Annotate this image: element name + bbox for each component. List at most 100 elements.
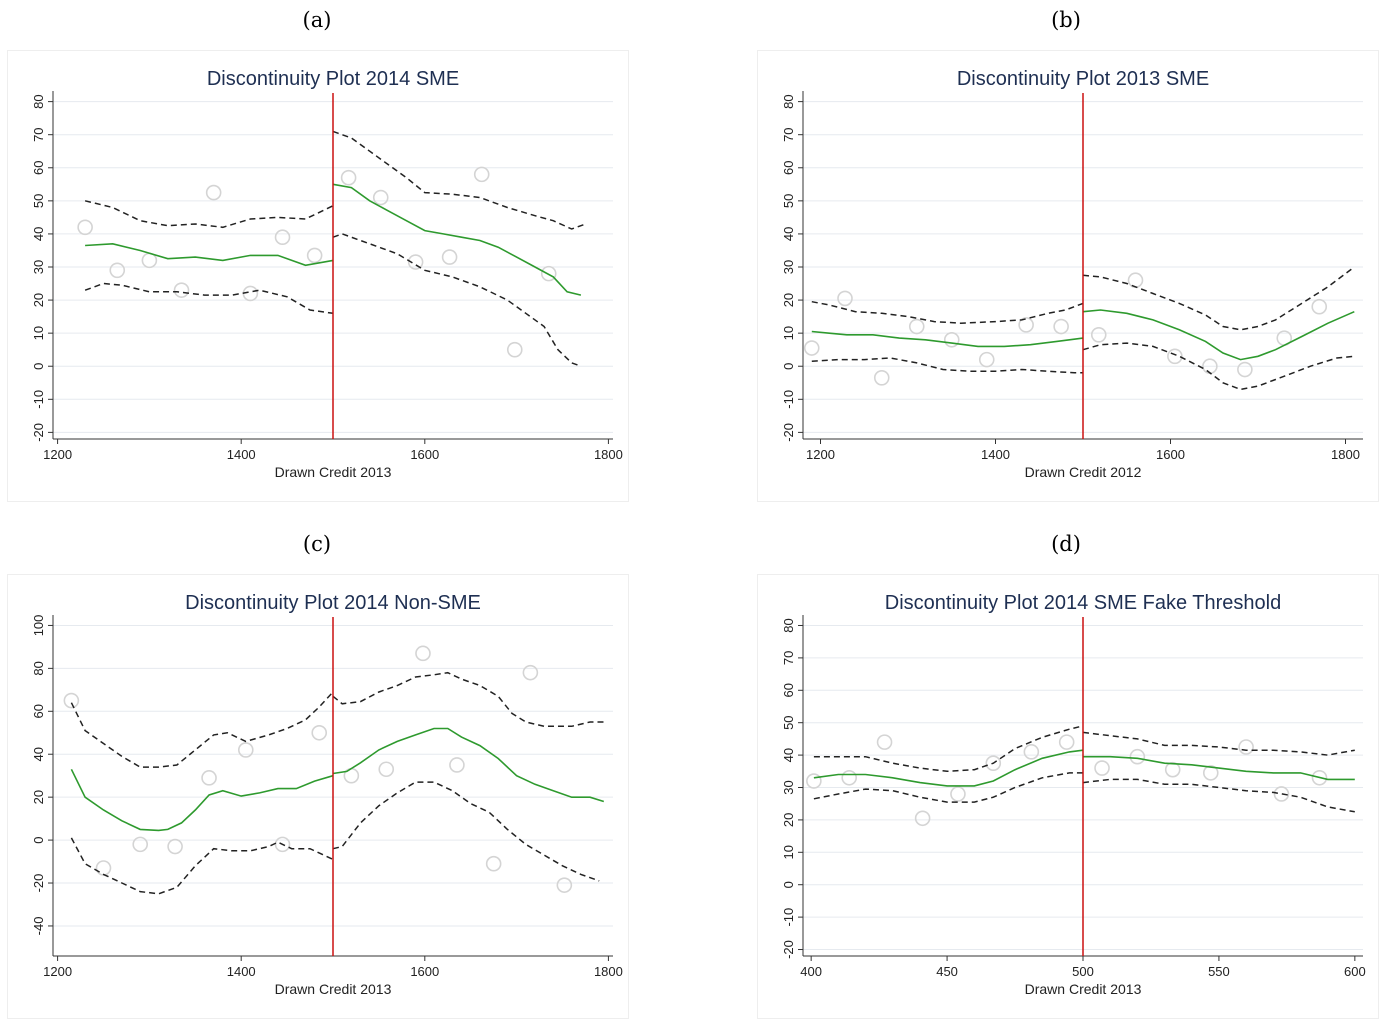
ci-lower-line (70, 837, 334, 895)
binned-mean-point (1053, 318, 1069, 335)
discontinuity-chart-b: -20 -10 0 10 20 30 40 50 60 70 80 1200 1400 1600 1800 D… (781, 68, 1363, 480)
x-tick-label: 1200 (43, 447, 72, 462)
y-tick-label: -20 (31, 423, 46, 442)
binned-mean-point (1094, 760, 1110, 776)
binned-mean-point (1167, 348, 1183, 365)
y-tick-label: 50 (781, 715, 796, 729)
ci-upper-line (84, 200, 334, 229)
y-tick-label: -20 (781, 940, 796, 959)
ci-lower-line (811, 357, 1083, 374)
fitted-line (85, 242, 334, 267)
binned-mean-point (173, 282, 190, 298)
x-tick-label: 400 (800, 964, 822, 979)
y-tick-label: 40 (31, 227, 46, 241)
y-tick-label: 30 (31, 260, 46, 274)
binned-mean-point (274, 836, 291, 853)
x-tick-label: 1800 (1331, 447, 1360, 462)
binned-mean-point (803, 340, 820, 356)
binned-mean-point (372, 189, 389, 206)
binned-mean-point (77, 219, 93, 236)
y-tick-label: 10 (31, 326, 46, 340)
fitted-line (70, 768, 334, 832)
ci-upper-line (811, 300, 1084, 324)
binned-mean-point (415, 645, 431, 662)
discontinuity-chart-d: -20 -10 0 10 20 30 40 50 60 70 80 400 450 500 550 600 Dr… (781, 592, 1366, 997)
x-tick-label: 1400 (227, 964, 256, 979)
chart-title: Discontinuity Plot 2014 SME (207, 68, 459, 90)
binned-mean-point (506, 341, 523, 358)
ci-lower-line (332, 781, 600, 882)
x-tick-label: 600 (1344, 964, 1366, 979)
chart-panel-b: -20 -10 0 10 20 30 40 50 60 70 80 1200 1400 1600 1800 D… (757, 50, 1379, 502)
x-tick-label: 1600 (1156, 447, 1185, 462)
panel-label-c: (c) (302, 532, 332, 556)
y-tick-label: 20 (781, 293, 796, 307)
binned-mean-point (132, 836, 149, 853)
discontinuity-chart-a: -20 -10 0 10 20 30 40 50 60 70 80 1200 1400 1600 1800 D… (31, 68, 623, 480)
y-tick-label: 10 (781, 845, 796, 859)
binned-mean-point (63, 692, 80, 709)
y-tick-label: 10 (781, 326, 796, 340)
binned-mean-point (1202, 765, 1219, 781)
y-tick-label: 60 (31, 161, 46, 175)
x-tick-label: 1600 (410, 964, 439, 979)
chart-title: Discontinuity Plot 2013 SME (957, 68, 1209, 90)
binned-mean-point (1127, 272, 1144, 289)
y-tick-label: -40 (31, 917, 46, 936)
y-tick-label: 50 (31, 194, 46, 208)
y-tick-label: 60 (31, 704, 46, 718)
x-axis-label: Drawn Credit 2013 (1025, 981, 1142, 997)
panel-label-a: (a) (302, 8, 332, 32)
y-tick-label: 40 (31, 747, 46, 761)
binned-mean-point (876, 734, 893, 750)
x-tick-label: 1200 (43, 964, 72, 979)
x-tick-label: 450 (936, 964, 958, 979)
y-tick-label: 60 (781, 161, 796, 175)
x-tick-label: 1200 (806, 447, 835, 462)
x-tick-label: 500 (1072, 964, 1094, 979)
y-tick-label: 80 (781, 618, 796, 632)
y-tick-label: 0 (781, 881, 796, 888)
ci-upper-line (70, 691, 334, 768)
ci-lower-line (84, 282, 334, 315)
x-tick-label: 1800 (594, 447, 623, 462)
binned-mean-point (914, 810, 931, 827)
binned-mean-point (205, 184, 222, 201)
binned-mean-point (378, 761, 395, 778)
binned-mean-point (873, 370, 890, 386)
ci-lower-line (1082, 342, 1355, 391)
binned-mean-point (449, 757, 465, 773)
y-tick-label: 0 (31, 836, 46, 843)
y-tick-label: 20 (781, 813, 796, 827)
y-tick-label: 40 (781, 227, 796, 241)
ci-upper-line (1082, 731, 1355, 756)
y-tick-label: 80 (31, 94, 46, 108)
binned-mean-point (985, 755, 1002, 771)
binned-mean-point (306, 247, 323, 264)
binned-mean-point (340, 169, 357, 186)
x-tick-label: 1800 (594, 964, 623, 979)
x-axis-label: Drawn Credit 2013 (275, 464, 392, 480)
y-tick-label: 60 (781, 683, 796, 697)
chart-panel-c: -40 -20 0 20 40 60 80 100 1200 1400 1600 1800 Drawn … (7, 574, 629, 1019)
y-tick-label: 50 (781, 194, 796, 208)
y-tick-label: 20 (31, 790, 46, 804)
x-axis-label: Drawn Credit 2012 (1025, 464, 1142, 480)
ci-upper-line (332, 671, 604, 728)
y-tick-label: 0 (781, 363, 796, 370)
binned-mean-point (1238, 739, 1254, 755)
y-tick-label: -20 (781, 423, 796, 442)
y-tick-label: -10 (31, 390, 46, 409)
binned-mean-point (1090, 327, 1107, 343)
binned-mean-point (473, 166, 490, 183)
binned-mean-point (1273, 786, 1290, 802)
fitted-line (811, 330, 1084, 348)
fitted-line (1083, 755, 1355, 781)
x-tick-label: 1400 (981, 447, 1010, 462)
binned-mean-point (311, 724, 328, 741)
fitted-line (813, 749, 1084, 787)
y-tick-label: -10 (781, 908, 796, 927)
ci-upper-line (813, 725, 1084, 773)
binned-mean-point (95, 860, 112, 876)
x-tick-label: 1600 (410, 447, 439, 462)
